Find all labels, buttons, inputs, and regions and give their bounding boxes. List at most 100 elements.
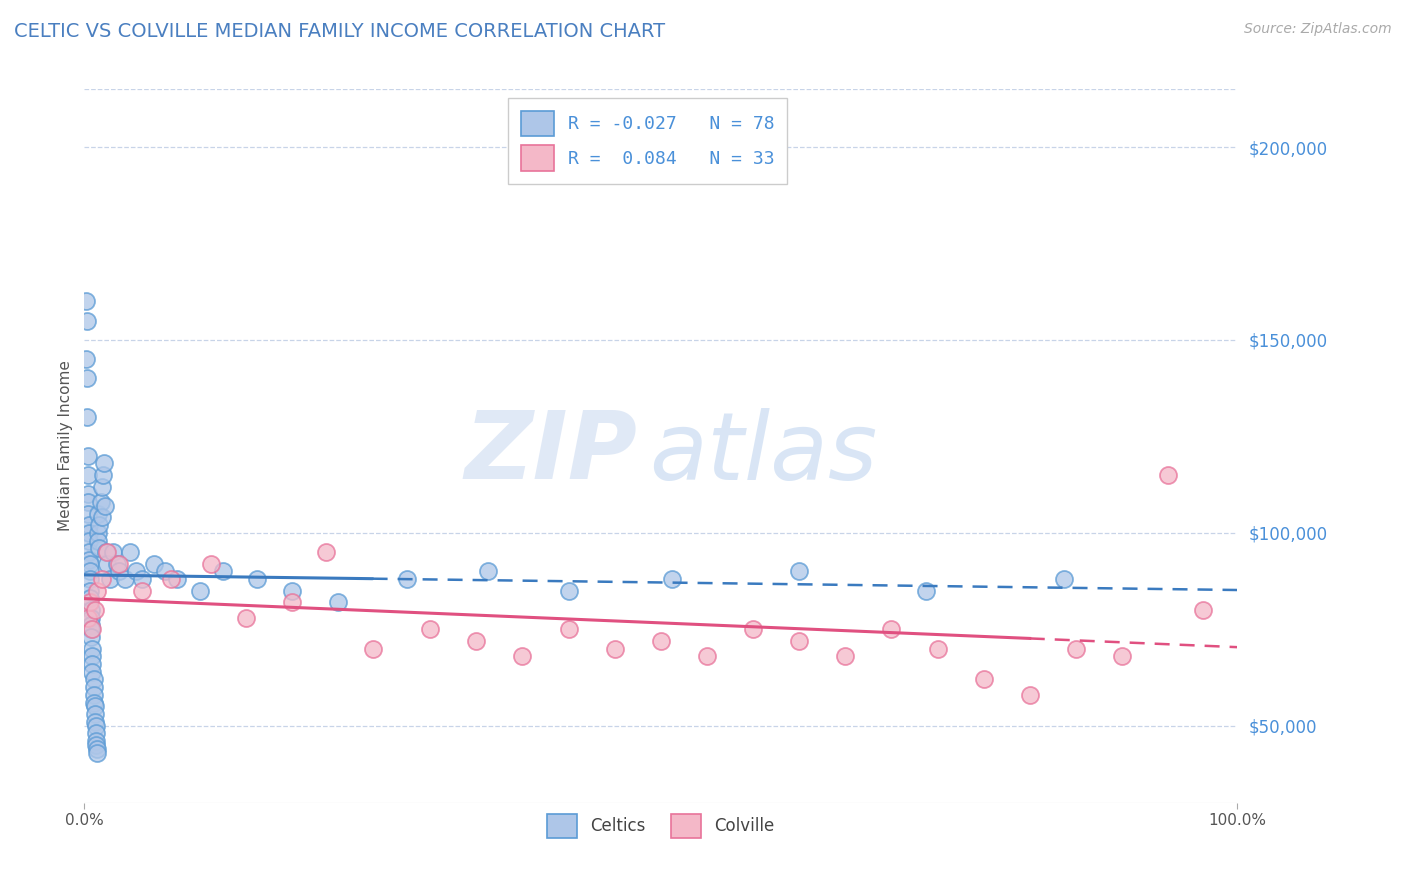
Point — [84, 726, 107, 740]
Point — [82, 657, 104, 671]
Point — [98, 572, 121, 586]
Point — [603, 641, 626, 656]
Point — [188, 583, 211, 598]
Point — [94, 499, 117, 513]
Point — [650, 633, 672, 648]
Point — [142, 557, 165, 571]
Point — [93, 456, 115, 470]
Point — [76, 313, 98, 327]
Point — [696, 649, 718, 664]
Point — [787, 633, 810, 648]
Point — [557, 622, 579, 636]
Point — [84, 738, 107, 752]
Point — [79, 557, 101, 571]
Point — [76, 371, 98, 385]
Point — [1191, 603, 1213, 617]
Point — [83, 714, 105, 729]
Point — [79, 595, 101, 609]
Point — [80, 603, 103, 617]
Y-axis label: Median Family Income: Median Family Income — [58, 360, 73, 532]
Point — [973, 673, 995, 687]
Point — [880, 622, 903, 636]
Point — [200, 557, 222, 571]
Point — [477, 565, 499, 579]
Point — [83, 688, 105, 702]
Text: Source: ZipAtlas.com: Source: ZipAtlas.com — [1244, 22, 1392, 37]
Text: atlas: atlas — [650, 408, 877, 499]
Point — [83, 696, 105, 710]
Point — [79, 583, 101, 598]
Point — [82, 622, 104, 636]
Point — [77, 553, 100, 567]
Point — [465, 633, 488, 648]
Point — [76, 467, 98, 482]
Point — [75, 352, 97, 367]
Point — [91, 467, 114, 482]
Point — [87, 533, 110, 548]
Point — [82, 665, 104, 679]
Point — [76, 410, 98, 425]
Point — [80, 610, 103, 624]
Point — [77, 518, 100, 533]
Point — [79, 591, 101, 606]
Point — [83, 699, 105, 714]
Point — [557, 583, 579, 598]
Point — [84, 719, 107, 733]
Text: ZIP: ZIP — [465, 407, 638, 500]
Point — [76, 449, 98, 463]
Point — [79, 565, 101, 579]
Point — [96, 557, 118, 571]
Point — [83, 603, 105, 617]
Point — [1111, 649, 1133, 664]
Point — [89, 541, 111, 556]
Point — [153, 565, 176, 579]
Point — [86, 746, 108, 760]
Point — [90, 572, 112, 586]
Point — [103, 545, 124, 559]
Point — [77, 525, 100, 540]
Point — [1018, 688, 1040, 702]
Point — [83, 707, 105, 722]
Point — [125, 565, 148, 579]
Point — [87, 507, 110, 521]
Point — [96, 545, 118, 559]
Point — [90, 479, 112, 493]
Point — [160, 572, 183, 586]
Point — [80, 618, 103, 632]
Point — [1157, 467, 1180, 482]
Point — [787, 565, 810, 579]
Point — [89, 495, 111, 509]
Point — [76, 495, 98, 509]
Point — [166, 572, 188, 586]
Point — [661, 572, 683, 586]
Point — [89, 518, 111, 533]
Point — [76, 610, 98, 624]
Point — [86, 583, 108, 598]
Point — [96, 545, 118, 559]
Point — [235, 610, 257, 624]
Point — [927, 641, 949, 656]
Point — [131, 572, 153, 586]
Point — [326, 595, 349, 609]
Text: CELTIC VS COLVILLE MEDIAN FAMILY INCOME CORRELATION CHART: CELTIC VS COLVILLE MEDIAN FAMILY INCOME … — [14, 22, 665, 41]
Legend: Celtics, Colville: Celtics, Colville — [540, 807, 782, 845]
Point — [108, 557, 131, 571]
Point — [76, 507, 98, 521]
Point — [83, 680, 105, 694]
Point — [86, 741, 108, 756]
Point — [77, 533, 100, 548]
Point — [80, 622, 103, 636]
Point — [120, 545, 142, 559]
Point — [834, 649, 856, 664]
Point — [396, 572, 419, 586]
Point — [512, 649, 534, 664]
Point — [114, 572, 136, 586]
Point — [211, 565, 233, 579]
Point — [281, 595, 304, 609]
Point — [105, 557, 128, 571]
Point — [361, 641, 384, 656]
Point — [281, 583, 304, 598]
Point — [1053, 572, 1076, 586]
Point — [1064, 641, 1087, 656]
Point — [82, 641, 104, 656]
